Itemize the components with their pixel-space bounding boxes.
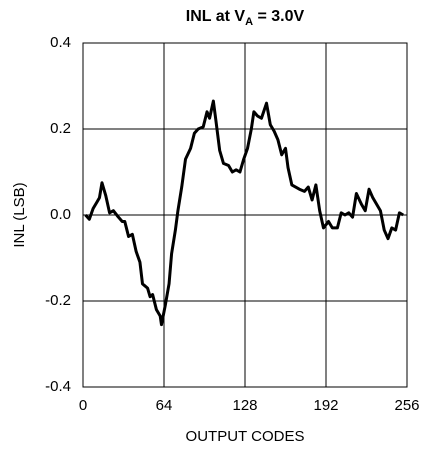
y-tick-label: -0.4 bbox=[45, 378, 71, 395]
x-tick-label: 0 bbox=[79, 397, 87, 414]
y-axis-label: INL (LSB) bbox=[11, 182, 28, 247]
data-line bbox=[84, 99, 404, 327]
x-tick-label: 128 bbox=[232, 397, 257, 414]
title-main: INL at V bbox=[186, 8, 246, 25]
y-tick-label: 0.2 bbox=[50, 120, 71, 137]
title-rest: = 3.0V bbox=[253, 8, 304, 25]
chart-title: INL at VA = 3.0V bbox=[186, 8, 305, 28]
x-axis-label: OUTPUT CODES bbox=[186, 428, 305, 445]
y-tick-label: -0.2 bbox=[45, 292, 71, 309]
x-tick-label: 256 bbox=[394, 397, 419, 414]
plot-frame bbox=[82, 42, 408, 388]
x-tick-label: 64 bbox=[156, 397, 173, 414]
y-tick-label: 0.0 bbox=[50, 206, 71, 223]
title-subscript: A bbox=[245, 16, 253, 28]
y-tick-label: 0.4 bbox=[50, 34, 71, 51]
x-tick-label: 192 bbox=[313, 397, 338, 414]
